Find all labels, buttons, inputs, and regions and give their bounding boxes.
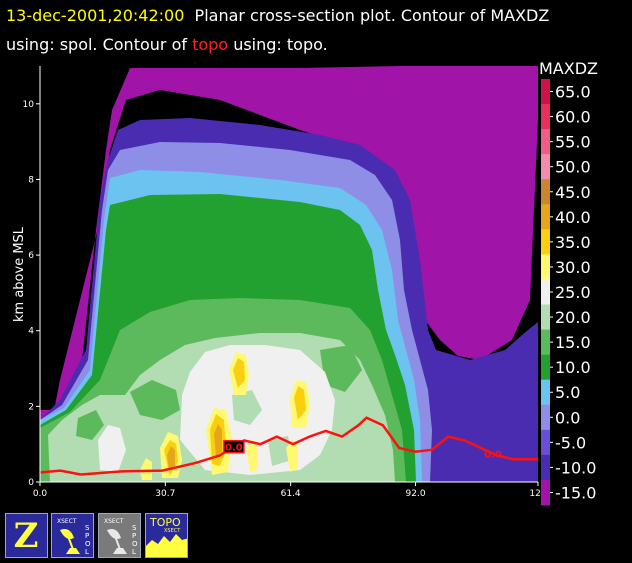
- colorbar-label: 20.0: [555, 308, 591, 327]
- topo-field-name: topo: [192, 35, 229, 54]
- y-tick-label: 4: [28, 327, 34, 337]
- contour-label: 0.0: [484, 450, 502, 461]
- colorbar-swatch: [541, 354, 550, 381]
- colorbar-label: -10.0: [555, 458, 596, 477]
- colorbar-label: 10.0: [555, 358, 591, 377]
- topo-xsect-button[interactable]: TOPO XSECT: [145, 513, 188, 558]
- svg-text:TOPO: TOPO: [149, 516, 181, 529]
- colorbar-label: 60.0: [555, 108, 591, 127]
- colorbar-label: 50.0: [555, 158, 591, 177]
- title-line-1: 13-dec-2001,20:42:00 Planar cross-sectio…: [6, 6, 549, 26]
- contour-label-box: [223, 439, 245, 454]
- x-tick-label: 0.0: [33, 489, 48, 499]
- colorbar: 65.0 60.0 55.0 50.0 45.0 40.0 35.0 30.0 25.0 20.0…: [541, 79, 596, 506]
- title-text: Planar cross-section plot. Contour of MA…: [194, 6, 550, 25]
- colorbar-label: 65.0: [555, 83, 591, 102]
- svg-text:P: P: [85, 532, 89, 540]
- colorbar-swatch: [541, 404, 550, 431]
- svg-text:XSECT: XSECT: [104, 518, 124, 525]
- colorbar-swatch: [541, 279, 550, 306]
- y-tick-label: 6: [28, 251, 34, 261]
- y-tick-label: 0: [28, 478, 34, 488]
- colorbar-swatch: [541, 104, 550, 130]
- colorbar-label: -5.0: [555, 433, 586, 452]
- colorbar-swatch: [541, 204, 550, 230]
- svg-text:L: L: [132, 548, 136, 556]
- colorbar-swatch: [541, 154, 550, 180]
- svg-text:O: O: [85, 540, 91, 548]
- title-suffix: using: topo.: [233, 35, 328, 54]
- colorbar-label: 5.0: [555, 383, 580, 402]
- colorbar-label: 55.0: [555, 133, 591, 152]
- colorbar-swatch: [541, 479, 550, 506]
- xsect-label: XSECT: [57, 518, 77, 525]
- xsect-spol-button[interactable]: XSECT S P O L: [51, 513, 94, 558]
- radar-dish-icon: [60, 529, 80, 554]
- colorbar-swatch: [541, 129, 550, 155]
- xsect-spol-alt-button[interactable]: XSECT S P O L: [98, 513, 141, 558]
- colorbar-swatch: [541, 179, 550, 205]
- colorbar-swatch: [541, 429, 550, 456]
- reflectivity-field: [40, 66, 538, 482]
- svg-text:XSECT: XSECT: [164, 528, 181, 534]
- colorbar-title: MAXDZ: [539, 59, 598, 78]
- colorbar-label: 0.0: [555, 408, 580, 427]
- colorbar-label: 25.0: [555, 283, 591, 302]
- x-tick-label: 92.0: [406, 489, 426, 499]
- terrain-icon: [146, 534, 187, 557]
- svg-text:L: L: [85, 548, 89, 556]
- radar-dish-icon: [107, 529, 127, 554]
- timestamp: 13-dec-2001,20:42:00: [6, 6, 185, 25]
- colorbar-swatch: [541, 229, 550, 255]
- y-tick-label: 10: [23, 100, 35, 110]
- svg-text:O: O: [132, 540, 138, 548]
- colorbar-swatch: [541, 379, 550, 406]
- main-menu-button[interactable]: Z: [5, 513, 48, 558]
- x-axis-ticks: 0.0 30.7 61.4 92.0 122: [33, 482, 547, 499]
- topo-line: [39, 416, 538, 476]
- title-prefix: using: spol. Contour of: [6, 35, 187, 54]
- contour-label: 0.0: [225, 443, 243, 454]
- y-axis-label: km above MSL: [12, 226, 27, 322]
- y-tick-label: 8: [28, 175, 34, 185]
- y-tick-label: 2: [28, 402, 34, 412]
- main-menu-label: Z: [14, 516, 39, 556]
- svg-text:P: P: [132, 532, 136, 540]
- svg-text:S: S: [85, 524, 90, 532]
- title-line-2: using: spol. Contour of topo using: topo…: [6, 35, 328, 55]
- x-tick-label: 30.7: [155, 489, 175, 499]
- colorbar-label: 35.0: [555, 233, 591, 252]
- contour-labels: 0.0 0.0: [223, 439, 502, 461]
- colorbar-label: 15.0: [555, 333, 591, 352]
- colorbar-label: 45.0: [555, 183, 591, 202]
- x-tick-label: 122: [529, 489, 546, 499]
- y-axis-ticks: 0 2 4 6 8 10: [23, 100, 40, 488]
- colorbar-swatch: [541, 304, 550, 331]
- colorbar-label: 30.0: [555, 258, 591, 277]
- colorbar-swatch: [541, 454, 550, 481]
- svg-text:S: S: [132, 524, 137, 532]
- colorbar-swatch: [541, 329, 550, 356]
- colorbar-label: -15.0: [555, 483, 596, 502]
- colorbar-label: 40.0: [555, 208, 591, 227]
- colorbar-swatch: [541, 79, 550, 105]
- x-tick-label: 61.4: [281, 489, 301, 499]
- colorbar-swatch: [541, 254, 550, 280]
- plot-axes: [39, 66, 538, 483]
